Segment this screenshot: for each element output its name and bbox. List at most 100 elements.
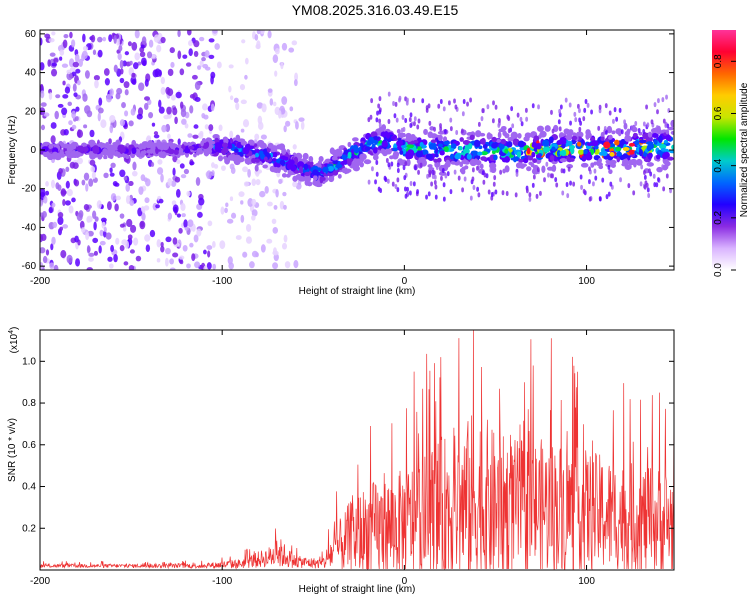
spectrogram-cell bbox=[62, 224, 69, 229]
spectrogram-cell bbox=[381, 140, 388, 148]
spectrogram-cell bbox=[184, 147, 191, 154]
spectrogram-cell bbox=[469, 97, 472, 103]
spectrogram-cell bbox=[434, 184, 438, 190]
spectrogram-cell bbox=[103, 68, 110, 76]
spectrogram-cell bbox=[40, 62, 45, 71]
spectrogram-cell bbox=[181, 118, 187, 125]
spectrogram-cell bbox=[264, 186, 269, 194]
spectrogram-cell bbox=[64, 86, 71, 94]
spectrogram-cell bbox=[632, 190, 636, 196]
spectrogram-cell bbox=[211, 170, 215, 177]
spectrogram-cell bbox=[396, 177, 400, 183]
spectrogram-cell bbox=[523, 157, 529, 164]
spectrogram-cell bbox=[576, 141, 582, 147]
spectrogram-cell bbox=[109, 88, 114, 97]
spectrogram-cell bbox=[560, 168, 564, 174]
spectrogram-cell bbox=[516, 151, 522, 158]
spectrogram-cell bbox=[208, 54, 215, 59]
spectrogram-cell bbox=[203, 147, 210, 155]
spectrogram-cell bbox=[634, 121, 638, 127]
spectrogram-cell bbox=[375, 171, 379, 177]
spectrogram-cell bbox=[183, 219, 188, 228]
spectrogram-cell bbox=[280, 62, 284, 70]
spectrogram-cell bbox=[43, 195, 48, 204]
spectrogram-cell bbox=[170, 61, 175, 68]
spectrogram-cell bbox=[140, 150, 146, 158]
spectrogram-cell bbox=[605, 129, 608, 135]
spectrogram-cell bbox=[193, 124, 199, 129]
spectrogram-cell bbox=[606, 125, 613, 134]
spectrogram-cell bbox=[622, 147, 630, 152]
spectrogram-cell bbox=[89, 159, 96, 166]
spectrogram-cell bbox=[515, 162, 522, 169]
spectrogram-cell bbox=[615, 116, 619, 122]
spectrogram-cell bbox=[128, 120, 134, 127]
spectrogram-cell bbox=[212, 263, 217, 270]
spectrogram-cell bbox=[587, 151, 592, 157]
spectrogram-cell bbox=[598, 108, 602, 114]
spectrogram-cell bbox=[442, 182, 446, 188]
spectrogram-cell bbox=[564, 97, 568, 103]
spectrogram-cell bbox=[186, 30, 192, 36]
spectrogram-cell bbox=[375, 159, 379, 165]
spectrogram-cell bbox=[131, 72, 136, 78]
spectrogram-cell bbox=[439, 99, 443, 105]
spectrogram-cell bbox=[109, 167, 113, 173]
spectrogram-cell bbox=[75, 68, 81, 74]
spectrogram-cell bbox=[616, 156, 621, 163]
spectrogram-cell bbox=[568, 102, 572, 108]
spectrogram-cell bbox=[435, 165, 439, 171]
spectrogram-cell bbox=[191, 253, 196, 262]
spectrogram-cell bbox=[544, 125, 551, 132]
spectrogram-cell bbox=[399, 150, 404, 155]
spectrogram-cell bbox=[59, 226, 64, 231]
spectrogram-cell bbox=[481, 108, 485, 114]
spectrogram-cell bbox=[448, 100, 451, 106]
spectrogram-cell bbox=[245, 57, 249, 65]
spectrogram-cell bbox=[201, 56, 206, 62]
spectrogram-cell bbox=[281, 242, 288, 250]
spectrogram-cell bbox=[254, 158, 260, 163]
spectrogram-cell bbox=[281, 173, 287, 178]
spectrogram-cell bbox=[593, 168, 597, 174]
spectrogram-cell bbox=[569, 147, 575, 155]
spectrogram-cell bbox=[169, 267, 176, 270]
spectrogram-cell bbox=[176, 213, 182, 218]
spectrogram-cell bbox=[626, 128, 631, 134]
spectrogram-cell bbox=[65, 180, 70, 189]
spectrogram-cell bbox=[115, 92, 121, 100]
spectrogram-cell bbox=[657, 135, 663, 143]
spectrogram-cell bbox=[614, 139, 620, 146]
spectrogram-cell bbox=[148, 39, 154, 48]
spectrogram-cell bbox=[587, 132, 592, 139]
spectrogram-cell bbox=[249, 261, 255, 269]
spectrogram-cell bbox=[233, 154, 241, 161]
spectrogram-cell bbox=[510, 106, 514, 112]
spectrogram-cell bbox=[482, 143, 488, 149]
spectrogram-cell bbox=[279, 200, 285, 210]
spectrogram-cell bbox=[647, 193, 651, 199]
spectrogram-cell bbox=[408, 190, 412, 196]
spectrogram-cell bbox=[535, 193, 539, 199]
spectrogram-cell bbox=[618, 107, 622, 113]
spectrogram-cell bbox=[106, 201, 112, 211]
chart-title: YM08.2025.316.03.49.E15 bbox=[291, 2, 459, 18]
spectrogram-ytick-label: 20 bbox=[25, 106, 37, 117]
spectrogram-cell bbox=[273, 147, 278, 152]
spectrogram-cell bbox=[224, 207, 228, 214]
spectrogram-cell bbox=[662, 186, 666, 192]
spectrogram-cell bbox=[76, 79, 81, 86]
spectrogram-cell bbox=[143, 205, 150, 211]
spectrogram-cell bbox=[114, 182, 120, 187]
spectrogram-cell bbox=[103, 155, 108, 160]
snr-ylabel: SNR (10 * v/v) bbox=[7, 418, 18, 482]
spectrogram-cell bbox=[93, 74, 100, 81]
spectrogram-cell bbox=[206, 262, 212, 270]
snr-ytick-label: 0.2 bbox=[22, 523, 36, 534]
spectrogram-cell bbox=[144, 78, 149, 87]
spectrogram-cell bbox=[285, 120, 291, 127]
spectrogram-cell bbox=[457, 175, 461, 181]
spectrogram-cell bbox=[582, 116, 586, 122]
spectrogram-cell bbox=[156, 44, 162, 53]
